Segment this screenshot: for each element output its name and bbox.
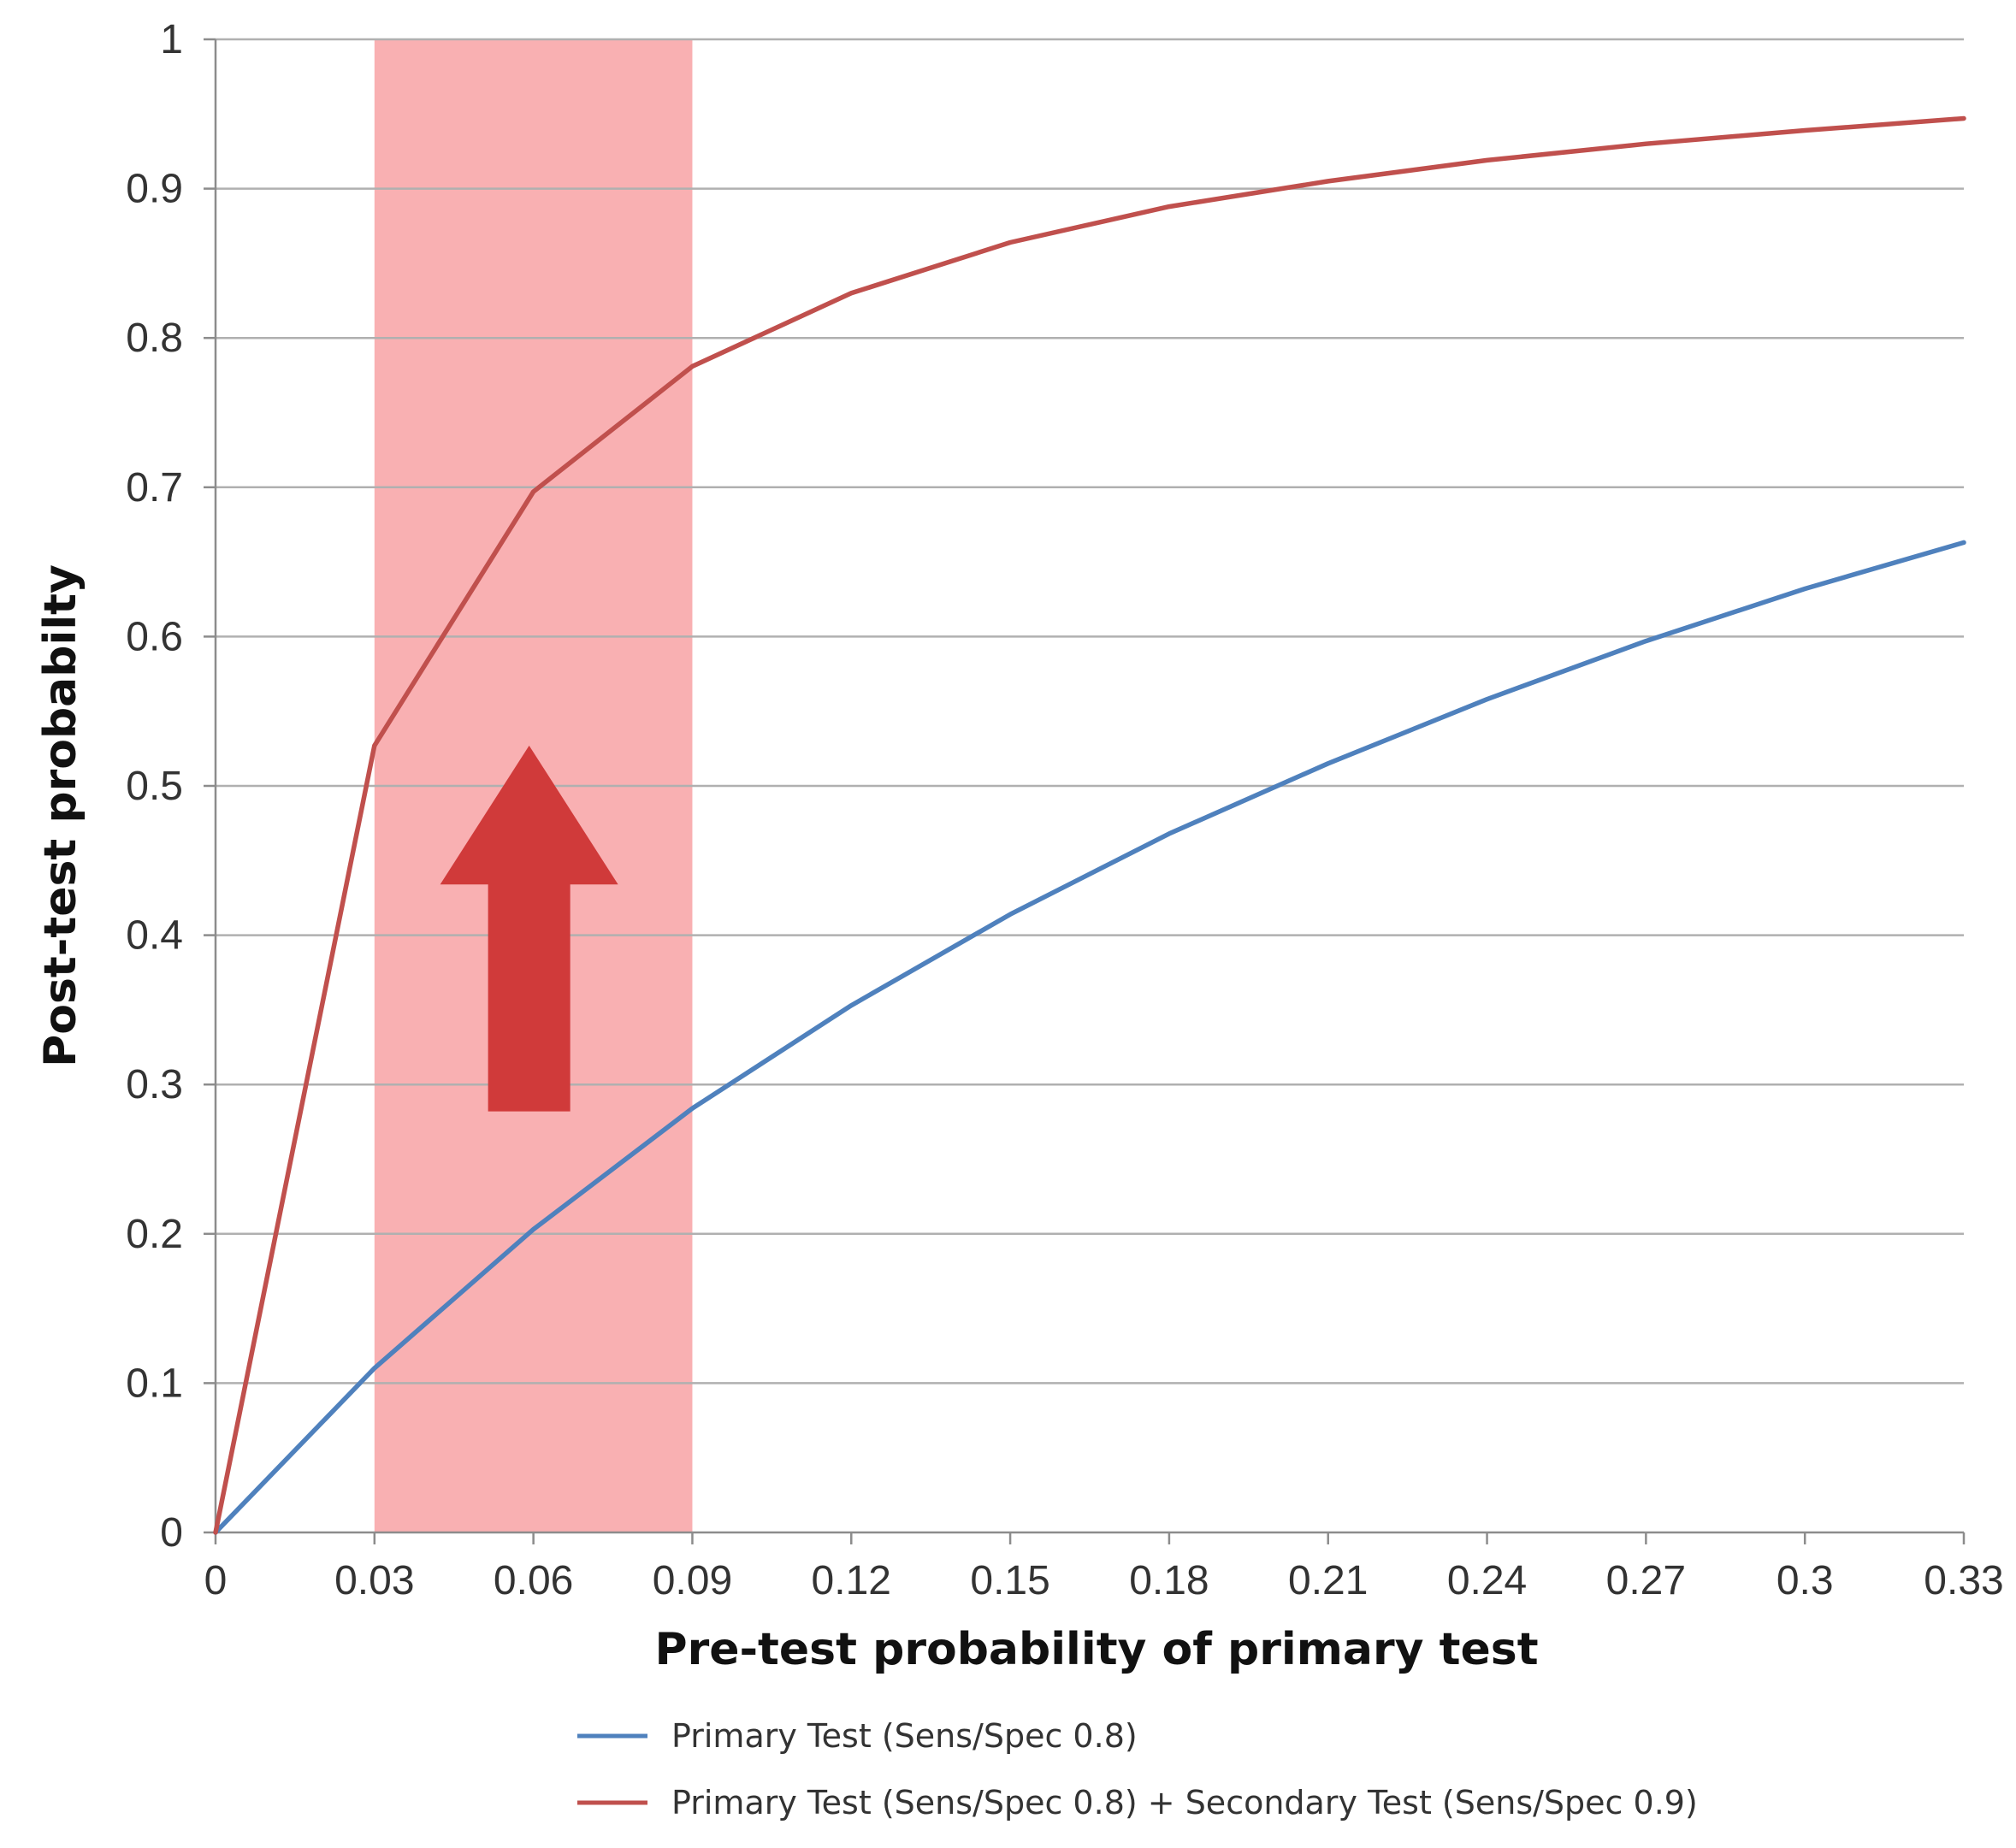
x-tick-label: 0.15: [970, 1558, 1049, 1603]
series-1-point: [1804, 130, 1806, 132]
series-0-point: [1963, 541, 1965, 543]
x-tick-label: 0.18: [1129, 1558, 1209, 1603]
series-line-0: [213, 540, 1966, 1535]
series-1-point: [691, 365, 693, 367]
series-0-point: [691, 1107, 693, 1109]
y-tick-label: 0.4: [126, 913, 183, 959]
series-1-point: [533, 491, 535, 493]
y-tick-label: 1: [160, 17, 183, 62]
legend: Primary Test (Sens/Spec 0.8) Primary Tes…: [577, 1717, 1698, 1821]
series-line-1: [213, 115, 1966, 1535]
series-1-point: [374, 745, 375, 747]
y-tick-label: 0.2: [126, 1212, 183, 1257]
series-0-point: [1327, 763, 1329, 765]
y-tick-label: 0.9: [126, 167, 183, 212]
x-tick-label: 0.3: [1777, 1558, 1834, 1603]
x-tick-label: 0.03: [334, 1558, 414, 1603]
series-0-point: [374, 1367, 375, 1369]
x-tick-label: 0.24: [1447, 1558, 1527, 1603]
label-layer: 0 0.1 0.2 0.3 0.4 0.5 0.6 0.7 0.8 0.9 1 0 0.03 0.06 0.…: [126, 17, 2003, 1603]
legend-label-primary: Primary Test (Sens/Spec 0.8): [671, 1717, 1138, 1755]
y-tick-label: 0.3: [126, 1062, 183, 1107]
series-layer: [213, 115, 1966, 1535]
x-tick-label: 0.21: [1288, 1558, 1368, 1603]
x-tick-label: 0.12: [812, 1558, 891, 1603]
series-0-point: [1009, 913, 1011, 915]
x-tick-label: 0.33: [1924, 1558, 2003, 1603]
up-arrow-icon: [440, 745, 618, 1112]
series-1-point: [1327, 180, 1329, 182]
x-tick-label: 0: [204, 1558, 228, 1603]
y-tick-label: 0.8: [126, 316, 183, 361]
y-axis-title: Post-test probabilty: [35, 564, 86, 1067]
y-tick-label: 0.6: [126, 614, 183, 659]
series-0-point: [1168, 833, 1170, 835]
y-tick-label: 0.7: [126, 465, 183, 511]
y-tick-label: 0.5: [126, 764, 183, 809]
x-tick-label: 0.06: [494, 1558, 573, 1603]
y-tick-label: 0: [160, 1510, 183, 1556]
series-1-point: [1168, 206, 1170, 208]
series-0-point: [533, 1229, 535, 1231]
series-0-point: [850, 1005, 852, 1007]
x-tick-label: 0.09: [653, 1558, 732, 1603]
legend-label-combined: Primary Test (Sens/Spec 0.8) + Secondary…: [671, 1784, 1698, 1821]
series-1-point: [1009, 241, 1011, 243]
x-tick-label: 0.27: [1606, 1558, 1686, 1603]
y-tick-label: 0.1: [126, 1361, 183, 1406]
series-0-point: [1804, 588, 1806, 590]
x-axis-title: Pre-test probability of primary test: [654, 1624, 1538, 1675]
arrow-layer: [440, 745, 618, 1112]
series-1-point: [1963, 118, 1965, 120]
series-1-point: [850, 292, 852, 294]
